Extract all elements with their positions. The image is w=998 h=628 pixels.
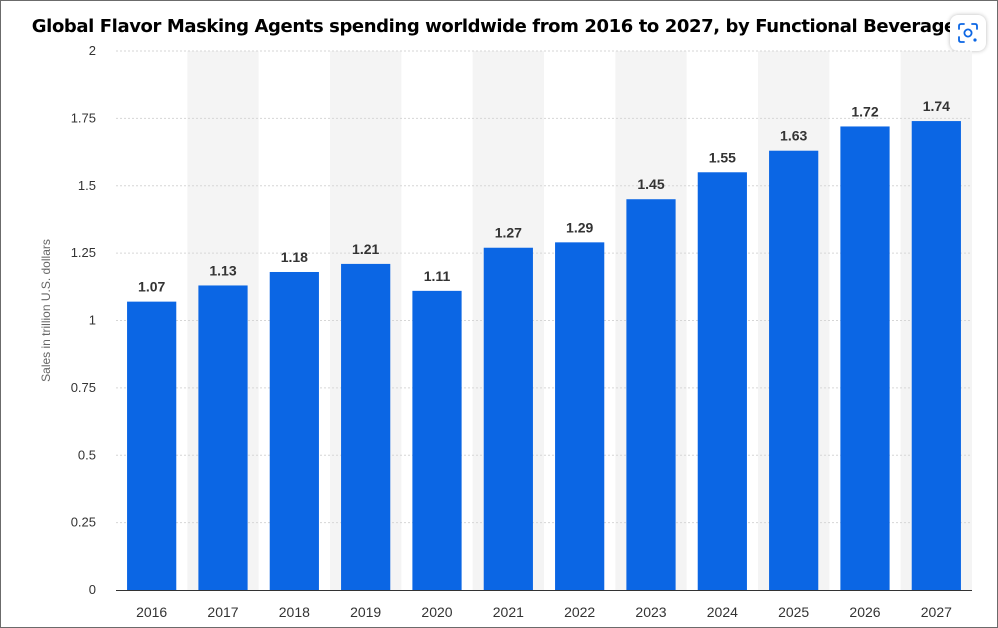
bar-2019[interactable]	[341, 263, 391, 590]
value-label-2026: 1.72	[851, 103, 878, 119]
bar-2017[interactable]	[198, 285, 248, 590]
y-tick-label: 1.5	[78, 178, 96, 193]
bar-2022[interactable]	[555, 242, 605, 590]
x-tick-label-2019: 2019	[350, 604, 381, 620]
x-tick-label-2016: 2016	[136, 604, 167, 620]
google-lens-button[interactable]	[950, 15, 986, 51]
y-axis-title: Sales in trillion U.S. dollars	[39, 239, 53, 382]
x-tick-label-2025: 2025	[778, 604, 809, 620]
bar-2027[interactable]	[911, 121, 961, 590]
bar-2018[interactable]	[269, 271, 319, 590]
chart-title: Global Flavor Masking Agents spending wo…	[31, 16, 967, 37]
value-label-2024: 1.55	[709, 149, 736, 165]
value-label-2017: 1.13	[209, 262, 236, 278]
value-label-2019: 1.21	[352, 241, 379, 257]
x-tick-label-2023: 2023	[635, 604, 666, 620]
value-label-2016: 1.07	[138, 279, 165, 295]
x-tick-label-2017: 2017	[207, 604, 238, 620]
value-label-2020: 1.11	[424, 268, 451, 284]
bar-2016[interactable]	[127, 301, 177, 590]
x-axis-ticks: 2016 2017 2018 2019 2020 2021 2022 2023 2024 2025…	[136, 604, 952, 620]
bar-2025[interactable]	[769, 150, 819, 590]
bar-2023[interactable]	[626, 199, 676, 590]
x-tick-label-2020: 2020	[421, 604, 452, 620]
y-tick-label: 0	[89, 582, 96, 597]
y-tick-label: 0.5	[78, 447, 96, 462]
bar-2021[interactable]	[483, 247, 533, 591]
value-label-2018: 1.18	[281, 249, 308, 265]
y-tick-label: 0.25	[71, 515, 96, 530]
y-tick-label: 1.75	[71, 110, 96, 125]
y-axis-ticks: 0 0.25 0.5 0.75 1 1.25 1.5 1.75 2	[71, 43, 96, 597]
google-lens-icon	[958, 23, 978, 43]
y-tick-label: 1.25	[71, 245, 96, 260]
x-tick-label-2018: 2018	[279, 604, 310, 620]
bars	[127, 121, 961, 591]
x-tick-label-2027: 2027	[921, 604, 952, 620]
x-tick-label-2026: 2026	[849, 604, 880, 620]
gridlines	[116, 50, 972, 524]
value-labels: 1.07 1.13 1.18 1.21 1.11 1.27 1.29 1.45 1.55 1.63…	[138, 98, 950, 295]
x-tick-label-2022: 2022	[564, 604, 595, 620]
x-tick-label-2024: 2024	[707, 604, 738, 620]
y-tick-label: 1	[89, 313, 96, 328]
y-tick-label: 2	[89, 43, 96, 58]
value-label-2027: 1.74	[923, 98, 950, 114]
value-label-2023: 1.45	[637, 176, 664, 192]
bar-2020[interactable]	[412, 290, 462, 590]
value-label-2022: 1.29	[566, 219, 593, 235]
value-label-2025: 1.63	[780, 128, 807, 144]
value-label-2021: 1.27	[495, 225, 522, 241]
y-tick-label: 0.75	[71, 380, 96, 395]
x-tick-label-2021: 2021	[493, 604, 524, 620]
bar-2026[interactable]	[840, 126, 890, 591]
bar-2024[interactable]	[697, 172, 747, 590]
